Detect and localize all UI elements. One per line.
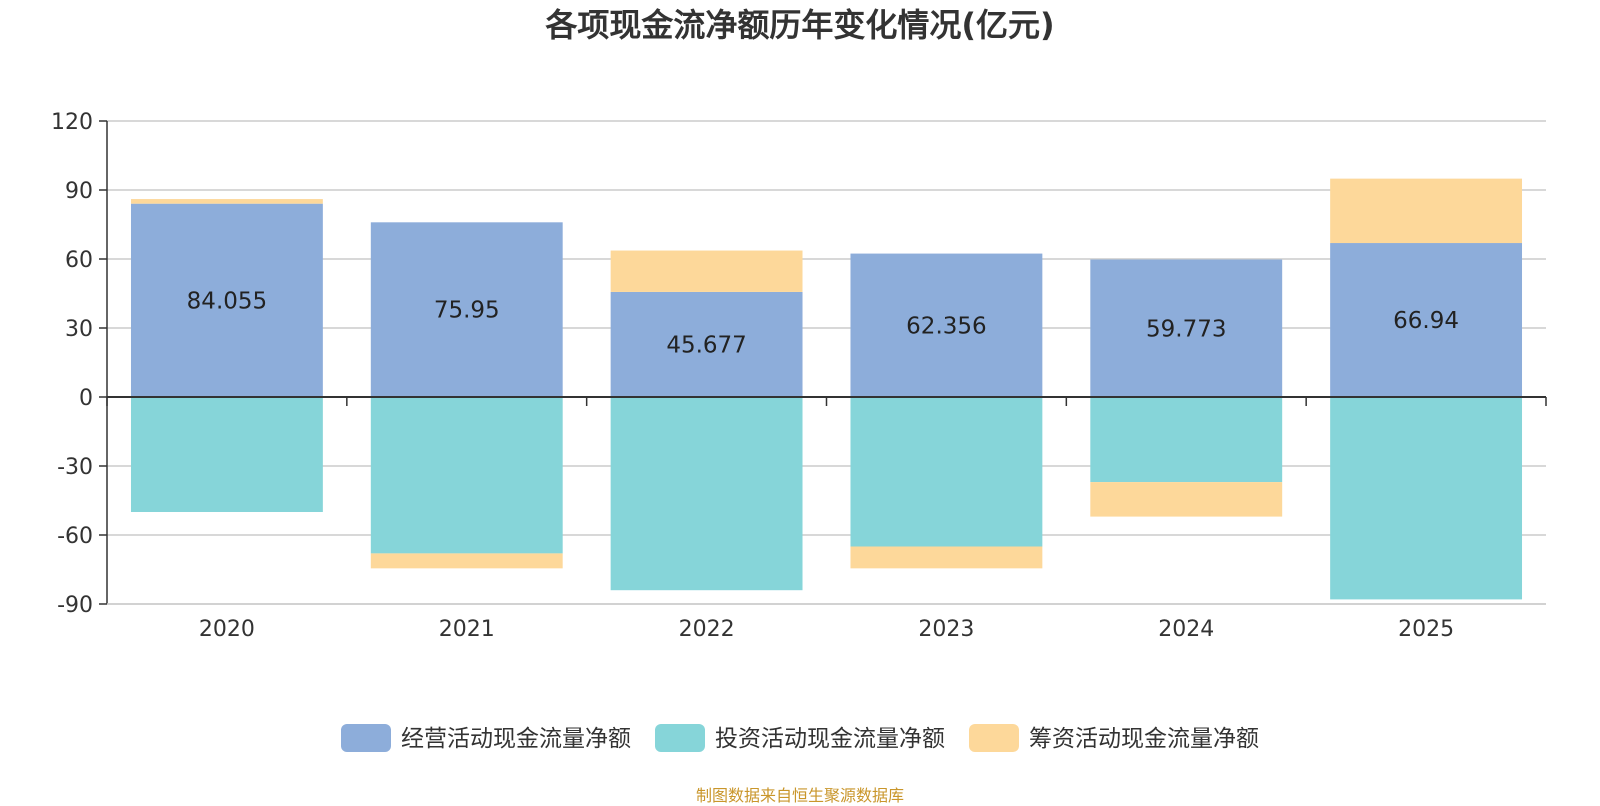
x-tick-label: 2025 (1398, 617, 1454, 642)
legend[interactable]: 经营活动现金流量净额 投资活动现金流量净额 筹资活动现金流量净额 (341, 724, 1259, 752)
data-label: 62.356 (906, 313, 986, 339)
y-tick-label: 60 (65, 248, 93, 273)
legend-item-1[interactable]: 投资活动现金流量净额 (655, 724, 945, 752)
x-tick-label: 2020 (199, 617, 255, 642)
bar-2021-series-1[interactable] (370, 397, 563, 554)
y-tick-label: -90 (57, 593, 93, 618)
y-tick-label: -30 (57, 455, 93, 480)
x-tick-label: 2023 (918, 617, 974, 642)
y-tick-label: 90 (65, 179, 93, 204)
bar-2023-series-1[interactable] (850, 397, 1043, 547)
legend-item-0[interactable]: 经营活动现金流量净额 (341, 724, 631, 752)
bar-2020-series-2[interactable] (130, 199, 323, 204)
x-tick-label: 2024 (1158, 617, 1214, 642)
bar-2024-series-0[interactable] (1090, 259, 1283, 397)
data-label: 75.95 (434, 298, 500, 324)
bar-2020-series-0[interactable] (130, 203, 323, 397)
legend-label: 筹资活动现金流量净额 (1029, 726, 1259, 752)
y-tick-label: -60 (57, 524, 93, 549)
chart-title: 各项现金流净额历年变化情况(亿元) (545, 6, 1054, 44)
bar-2022-series-2[interactable] (610, 250, 803, 292)
bar-2025-series-0[interactable] (1330, 243, 1523, 397)
bar-2021-series-0[interactable] (370, 222, 563, 397)
bar-2023-series-2[interactable] (850, 546, 1043, 569)
x-tick-label: 2021 (439, 617, 495, 642)
data-label: 59.773 (1146, 316, 1226, 342)
data-label: 66.94 (1393, 308, 1459, 334)
bar-2022-series-0[interactable] (610, 291, 803, 397)
data-label: 45.677 (666, 332, 746, 358)
legend-label: 经营活动现金流量净额 (401, 726, 631, 752)
bar-2025-series-1[interactable] (1330, 397, 1523, 600)
y-tick-label: 120 (51, 110, 93, 135)
bar-2023-series-0[interactable] (850, 253, 1043, 397)
bar-2024-series-1[interactable] (1090, 397, 1283, 483)
legend-swatch (969, 724, 1019, 752)
bar-2022-series-1[interactable] (610, 397, 803, 591)
bar-2024-series-2[interactable] (1090, 482, 1283, 517)
legend-swatch (341, 724, 391, 752)
bar-2021-series-2[interactable] (370, 553, 563, 569)
y-tick-label: 0 (79, 386, 93, 411)
source-note: 制图数据来自恒生聚源数据库 (695, 786, 904, 805)
bar-2020-series-1[interactable] (130, 397, 323, 512)
bars (130, 178, 1523, 600)
axes: 120 90 60 30 0 -30 -60 -90 2020 2021 2022 2023 2024 2… (51, 110, 1547, 642)
legend-swatch (655, 724, 705, 752)
data-label: 84.055 (187, 288, 267, 314)
legend-label: 投资活动现金流量净额 (715, 726, 945, 752)
x-tick-label: 2022 (679, 617, 735, 642)
data-labels: 84.055 75.95 45.677 62.356 59.773 66.94 (187, 288, 1459, 358)
legend-item-2[interactable]: 筹资活动现金流量净额 (969, 724, 1259, 752)
y-tick-label: 30 (65, 317, 93, 342)
bar-2025-series-2[interactable] (1330, 178, 1523, 244)
